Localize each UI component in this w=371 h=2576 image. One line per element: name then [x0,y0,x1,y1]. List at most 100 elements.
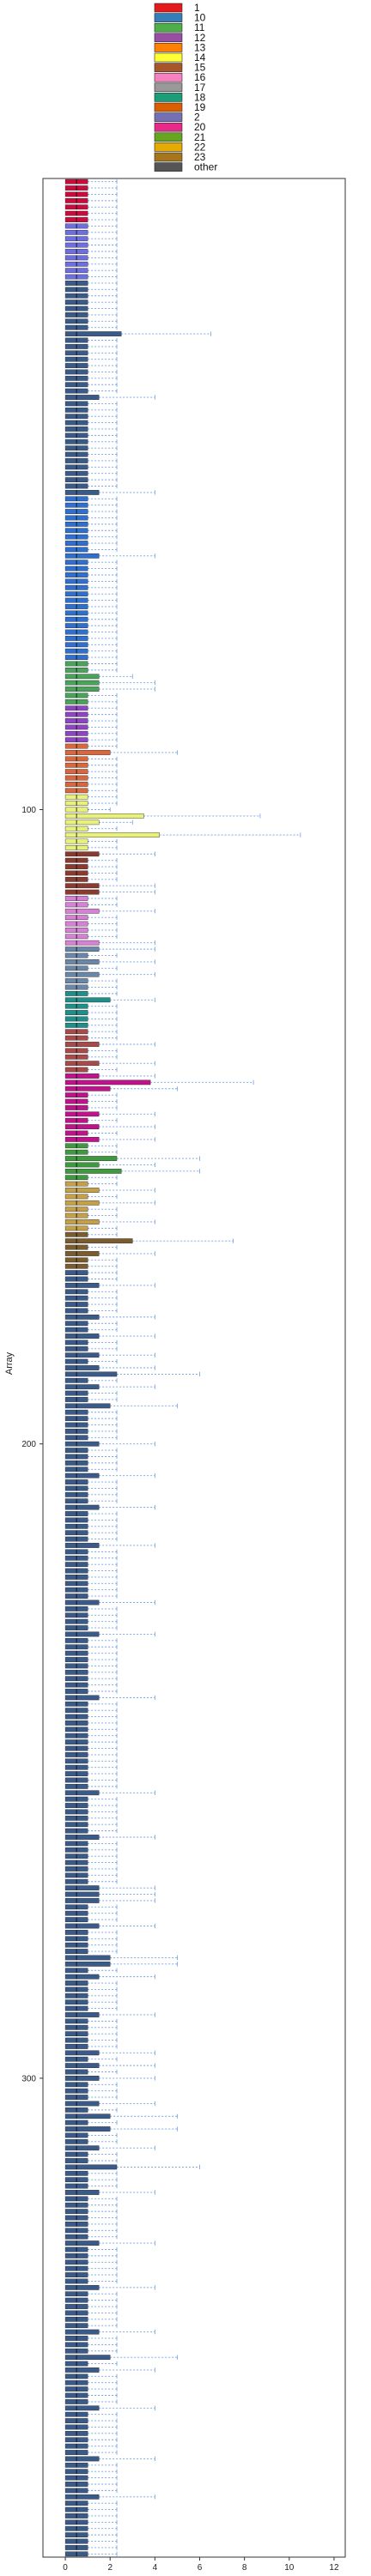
box-array-292 [64,2024,118,2030]
box-body-array-126 [64,971,100,977]
box-array-237 [64,1676,118,1682]
box-array-375 [64,2551,118,2557]
box-body-array-183 [64,1333,100,1339]
box-array-311 [64,2145,155,2151]
box-array-349 [64,2386,118,2392]
box-array-105 [64,838,118,844]
box-array-100 [64,807,111,813]
box-array-315 [64,2170,118,2176]
box-array-37 [64,407,118,413]
box-array-149 [64,1117,118,1123]
box-array-77 [64,661,118,667]
box-array-138 [64,1048,118,1054]
box-array-288 [64,1999,118,2005]
box-array-335 [64,2297,118,2303]
box-body-array-170 [64,1251,100,1256]
box-array-319 [64,2196,118,2202]
box-array-266 [64,1859,118,1865]
box-body-array-165 [64,1219,100,1225]
box-array-304 [64,2101,155,2107]
box-array-30 [64,363,118,368]
box-body-array-314 [64,2164,118,2170]
legend-swatch-19 [154,102,183,112]
box-array-31 [64,369,118,375]
box-array-212 [64,1517,118,1523]
box-body-array-276 [64,1923,100,1929]
box-array-248 [64,1745,118,1751]
box-array-257 [64,1803,118,1808]
box-array-126 [64,971,155,977]
box-array-346 [64,2367,155,2373]
box-array-374 [64,2545,118,2550]
legend-label-1: 1 [194,2,200,14]
box-array-326 [64,2240,155,2246]
box-body-array-205 [64,1472,100,1478]
box-array-336 [64,2304,118,2309]
box-array-281 [64,1955,178,1961]
box-body-array-216 [64,1543,100,1548]
box-array-5 [64,204,118,210]
box-array-46 [64,464,118,470]
box-array-86 [64,718,118,723]
box-array-112 [64,883,155,889]
box-array-330 [64,2265,118,2271]
box-array-369 [64,2513,118,2519]
box-array-98 [64,794,118,800]
box-body-array-80 [64,680,100,686]
box-array-337 [64,2310,118,2316]
box-array-365 [64,2488,118,2494]
box-array-103 [64,825,118,831]
box-array-57 [64,534,118,540]
box-array-345 [64,2361,118,2367]
box-array-271 [64,1891,155,1897]
box-array-291 [64,2018,118,2024]
box-array-51 [64,496,118,502]
box-array-148 [64,1111,155,1117]
box-array-109 [64,864,118,869]
box-array-357 [64,2437,118,2443]
box-body-array-102 [64,819,100,825]
box-array-93 [64,762,118,768]
box-array-13 [64,255,118,261]
box-array-177 [64,1295,118,1301]
box-array-11 [64,242,118,248]
box-array-36 [64,401,118,407]
box-array-253 [64,1777,118,1783]
legend-label-14: 14 [194,51,206,63]
box-array-54 [64,515,118,521]
box-array-6 [64,210,118,216]
box-array-35 [64,395,155,400]
box-array-73 [64,636,118,641]
box-array-139 [64,1054,118,1060]
box-array-282 [64,1961,178,1967]
legend-swatch-22 [154,142,183,152]
box-body-array-281 [64,1955,111,1961]
box-array-123 [64,952,118,958]
box-array-279 [64,1942,118,1948]
box-array-127 [64,978,118,983]
box-array-299 [64,2069,118,2075]
box-array-233 [64,1650,118,1656]
box-array-210 [64,1504,155,1510]
box-array-217 [64,1549,118,1555]
box-body-array-308 [64,2126,111,2132]
box-array-119 [64,928,118,933]
box-array-61 [64,559,118,565]
box-body-array-137 [64,1042,100,1047]
box-array-325 [64,2234,118,2240]
box-array-234 [64,1657,118,1662]
box-array-116 [64,908,155,914]
box-body-array-130 [64,997,111,1003]
box-array-340 [64,2329,155,2335]
box-array-296 [64,2050,155,2056]
box-array-60 [64,553,155,559]
box-array-238 [64,1682,118,1688]
box-array-328 [64,2253,118,2259]
box-array-182 [64,1327,118,1333]
box-array-72 [64,629,118,635]
box-array-183 [64,1333,155,1339]
box-array-363 [64,2475,118,2481]
box-body-array-240 [64,1695,100,1701]
box-array-206 [64,1479,118,1485]
y-axis-title: Array [4,1351,15,1375]
